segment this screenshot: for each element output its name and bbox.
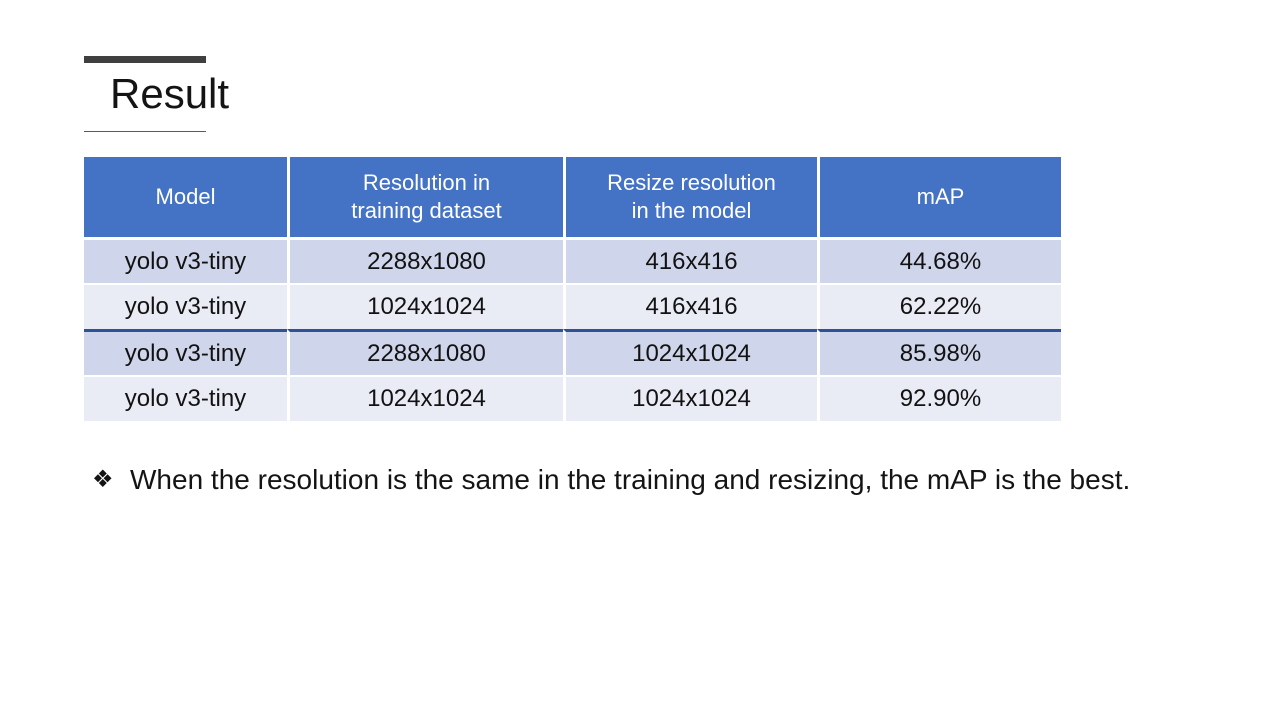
header-model: Model [84,157,287,237]
title-underline [84,131,206,132]
table-row: yolo v3-tiny 2288x1080 1024x1024 85.98% [84,329,1061,375]
cell-resize-res: 416x416 [563,283,817,329]
conclusion-bullet: ❖ When the resolution is the same in the… [92,458,1172,502]
conclusion-text: When the resolution is the same in the t… [130,464,1131,495]
cell-train-res: 2288x1080 [287,329,563,375]
cell-map: 44.68% [817,237,1061,283]
header-training-resolution: Resolution in training dataset [287,157,563,237]
cell-model: yolo v3-tiny [84,237,287,283]
cell-resize-res: 1024x1024 [563,329,817,375]
header-map: mAP [817,157,1061,237]
cell-map: 92.90% [817,375,1061,421]
table-row: yolo v3-tiny 1024x1024 1024x1024 92.90% [84,375,1061,421]
title-accent-bar [84,56,206,63]
table-row: yolo v3-tiny 1024x1024 416x416 62.22% [84,283,1061,329]
cell-train-res: 2288x1080 [287,237,563,283]
cell-model: yolo v3-tiny [84,375,287,421]
cell-map: 85.98% [817,329,1061,375]
four-diamond-bullet-icon: ❖ [92,466,114,493]
cell-resize-res: 1024x1024 [563,375,817,421]
page-title: Result [110,70,230,117]
cell-train-res: 1024x1024 [287,283,563,329]
results-table: Model Resolution in training dataset Res… [84,157,1061,421]
cell-map: 62.22% [817,283,1061,329]
header-resize-resolution: Resize resolution in the model [563,157,817,237]
cell-model: yolo v3-tiny [84,329,287,375]
cell-model: yolo v3-tiny [84,283,287,329]
table-row: yolo v3-tiny 2288x1080 416x416 44.68% [84,237,1061,283]
cell-train-res: 1024x1024 [287,375,563,421]
table-header-row: Model Resolution in training dataset Res… [84,157,1061,237]
cell-resize-res: 416x416 [563,237,817,283]
